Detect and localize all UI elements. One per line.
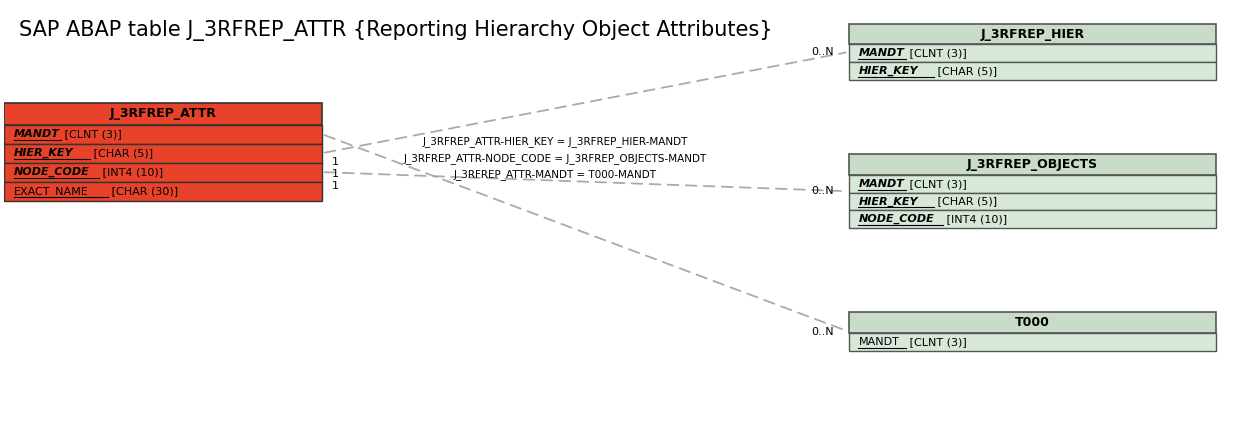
Text: J_3RFREP_HIER: J_3RFREP_HIER — [980, 28, 1084, 41]
Bar — [4, 144, 322, 163]
Text: HIER_KEY: HIER_KEY — [858, 196, 918, 207]
Text: [CLNT (3)]: [CLNT (3)] — [61, 129, 122, 139]
Text: [INT4 (10)]: [INT4 (10)] — [99, 167, 163, 177]
Bar — [4, 103, 322, 124]
Text: J_3RFREP_ATTR: J_3RFREP_ATTR — [110, 107, 217, 120]
Text: [INT4 (10)]: [INT4 (10)] — [944, 214, 1007, 224]
Text: 0..N: 0..N — [811, 326, 833, 337]
Bar — [848, 44, 1217, 62]
Text: [CHAR (5)]: [CHAR (5)] — [933, 66, 997, 76]
Text: J_3RFREP_ATTR-HIER_KEY = J_3RFREP_HIER-MANDT: J_3RFREP_ATTR-HIER_KEY = J_3RFREP_HIER-M… — [422, 136, 688, 147]
Text: SAP ABAP table J_3RFREP_ATTR {Reporting Hierarchy Object Attributes}: SAP ABAP table J_3RFREP_ATTR {Reporting … — [19, 20, 773, 41]
Text: 0..N: 0..N — [811, 186, 833, 196]
Text: 1: 1 — [332, 157, 340, 167]
Text: NODE_CODE: NODE_CODE — [858, 214, 935, 225]
Text: NODE_CODE: NODE_CODE — [14, 167, 90, 177]
Bar — [848, 312, 1217, 333]
Text: EXACT_NAME: EXACT_NAME — [14, 186, 89, 197]
Text: J_3RFREP_ATTR-MANDT = T000-MANDT: J_3RFREP_ATTR-MANDT = T000-MANDT — [454, 169, 657, 179]
Text: [CHAR (5)]: [CHAR (5)] — [933, 197, 997, 206]
Text: 1: 1 — [332, 169, 340, 179]
Text: [CHAR (5)]: [CHAR (5)] — [90, 148, 153, 158]
Bar — [4, 163, 322, 182]
Text: [CLNT (3)]: [CLNT (3)] — [906, 337, 966, 347]
Bar — [848, 193, 1217, 210]
Text: HIER_KEY: HIER_KEY — [14, 148, 74, 158]
Text: T000: T000 — [1015, 316, 1050, 329]
Bar — [4, 182, 322, 201]
Text: HIER_KEY: HIER_KEY — [858, 66, 918, 76]
Text: MANDT: MANDT — [858, 337, 900, 347]
Text: 0..N: 0..N — [811, 47, 833, 57]
Text: MANDT: MANDT — [858, 48, 905, 58]
Bar — [848, 333, 1217, 351]
Bar — [848, 62, 1217, 80]
Text: J_3RFREP_ATTR-NODE_CODE = J_3RFREP_OBJECTS-MANDT: J_3RFREP_ATTR-NODE_CODE = J_3RFREP_OBJEC… — [403, 153, 707, 164]
Text: MANDT: MANDT — [14, 129, 60, 139]
Text: [CLNT (3)]: [CLNT (3)] — [906, 48, 966, 58]
Bar — [4, 124, 322, 144]
Bar — [848, 24, 1217, 44]
Bar — [848, 175, 1217, 193]
Text: MANDT: MANDT — [858, 179, 905, 189]
Bar — [848, 154, 1217, 175]
Text: [CLNT (3)]: [CLNT (3)] — [906, 179, 966, 189]
Text: J_3RFREP_OBJECTS: J_3RFREP_OBJECTS — [967, 158, 1098, 171]
Text: 1: 1 — [332, 181, 340, 191]
Bar — [848, 210, 1217, 228]
Text: [CHAR (30)]: [CHAR (30)] — [109, 186, 179, 196]
